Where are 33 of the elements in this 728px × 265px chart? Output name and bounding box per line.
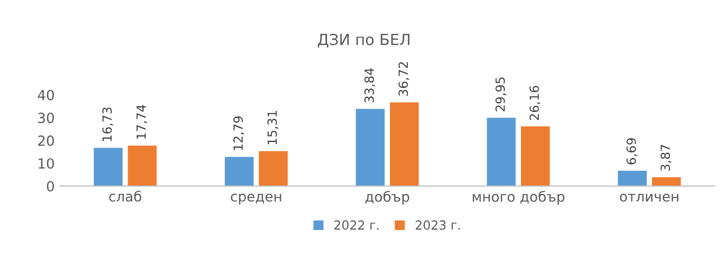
bar [520,126,550,186]
y-tick-label: 0 [46,181,54,192]
bar [618,170,647,186]
data-label: 16,73 [102,108,114,141]
legend-label: 2023 г. [416,220,460,230]
bar [390,102,419,186]
y-tick-label: 10 [38,158,54,169]
data-label: 33,84 [364,68,376,102]
bar [486,118,516,186]
legend-label: 2022 г. [334,220,378,230]
bar [356,108,385,186]
data-label: 29,95 [495,78,506,112]
x-tick-label: много добър [472,190,564,205]
x-tick-label: отличен [620,194,678,202]
data-label: 26,16 [530,86,540,120]
chart-title: ДЗИ по БЕЛ [318,34,410,48]
data-label: 12,79 [233,116,244,150]
bar [652,177,681,186]
bar [224,156,254,186]
data-label: 17,74 [136,104,148,139]
data-label: 3,87 [660,144,672,171]
bar [128,146,157,186]
data-label: 15,31 [267,110,278,144]
y-tick-label: 30 [38,112,54,124]
x-tick-label: добър [365,190,410,205]
x-tick-label: среден [230,194,282,204]
y-tick-label: 20 [38,135,54,146]
bar [258,151,288,186]
x-tick-label: слаб [109,190,142,202]
data-label: 6,69 [626,138,638,164]
y-tick-label: 40 [38,90,54,100]
data-label: 36,72 [398,62,410,96]
bar [94,148,123,186]
